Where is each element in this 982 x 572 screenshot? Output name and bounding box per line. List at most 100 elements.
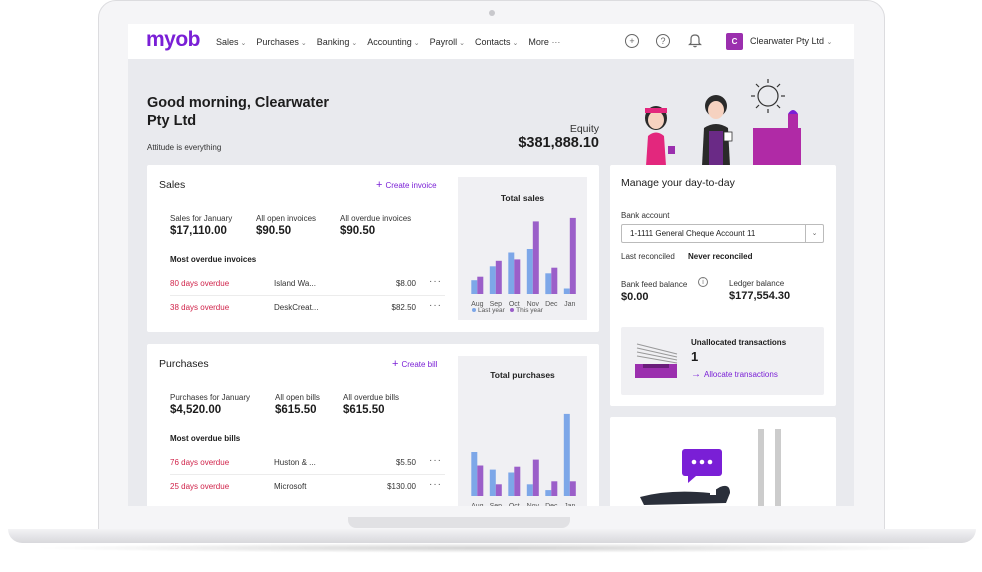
bar-nov-this-year[interactable]: [532, 459, 539, 496]
chevron-down-icon: ⌄: [459, 39, 465, 47]
overdue-status[interactable]: 38 days overdue: [170, 303, 230, 312]
bar-nov-last-year[interactable]: [526, 249, 533, 294]
menu-contacts[interactable]: Contacts ⌄: [475, 37, 518, 47]
menu-more[interactable]: More ···: [528, 37, 560, 47]
stat-label: Purchases for January: [170, 393, 251, 402]
plus-icon: +: [392, 358, 399, 370]
overdue-status[interactable]: 80 days overdue: [170, 279, 230, 288]
menu-banking[interactable]: Banking ⌄: [317, 37, 357, 47]
stat-value[interactable]: $615.50: [275, 404, 317, 416]
x-tick-label: Sep: [490, 503, 503, 506]
amount: $82.50: [391, 303, 416, 312]
company-switcher[interactable]: Clearwater Pty Ltd ⌄: [750, 36, 832, 46]
menu-accounting-label: Accounting: [367, 36, 412, 47]
more-dots-icon: ···: [551, 36, 561, 47]
allocate-transactions-link[interactable]: → Allocate transactions: [691, 369, 778, 380]
x-tick-label: Dec: [545, 301, 558, 308]
bar-jan-last-year[interactable]: [563, 413, 570, 496]
unallocated-label: Unallocated transactions: [691, 338, 787, 347]
menu-payroll[interactable]: Payroll ⌄: [430, 37, 465, 47]
bar-sep-this-year[interactable]: [495, 260, 502, 294]
bar-oct-last-year[interactable]: [508, 472, 515, 497]
menu-more-label: More: [528, 36, 549, 47]
laptop-base: [8, 529, 976, 543]
menu-payroll-label: Payroll: [429, 36, 458, 47]
bell-icon[interactable]: [688, 33, 702, 48]
bar-dec-last-year[interactable]: [545, 490, 552, 496]
bar-jan-this-year[interactable]: [569, 481, 576, 496]
bar-dec-last-year[interactable]: [545, 273, 552, 295]
main-menu: Sales ⌄ Purchases ⌄ Banking ⌄ Accounting ⌄ P…: [216, 24, 570, 59]
total-purchases-chart: Total purchases Aug Sep Oct Nov Dec Jan: [458, 356, 587, 506]
menu-banking-label: Banking: [316, 36, 350, 47]
chevron-down-icon: ⌄: [413, 39, 420, 47]
cafe-illustration: [645, 79, 801, 166]
chevron-down-icon: ⌄: [351, 39, 358, 47]
company-name-label: Clearwater Pty Ltd: [750, 36, 825, 46]
stat-value[interactable]: $4,520.00: [170, 404, 222, 416]
overdue-status[interactable]: 76 days overdue: [170, 458, 230, 467]
legend-this-year: This year: [516, 307, 543, 314]
bar-oct-this-year[interactable]: [514, 259, 521, 294]
legend-last-year: Last year: [478, 307, 505, 314]
stat-label: All overdue invoices: [340, 214, 412, 223]
chevron-down-icon[interactable]: ⌄: [805, 225, 823, 242]
create-bill-link[interactable]: + Create bill: [392, 358, 437, 370]
stat-value[interactable]: $17,110.00: [170, 225, 227, 237]
bar-aug-last-year[interactable]: [471, 452, 478, 496]
row-menu-icon[interactable]: ···: [429, 455, 442, 466]
bar-oct-this-year[interactable]: [514, 466, 521, 496]
stat-value[interactable]: $615.50: [343, 404, 385, 416]
myob-logo[interactable]: myob: [146, 28, 201, 51]
stat-label: All open invoices: [256, 214, 317, 223]
row-divider: [170, 295, 445, 296]
chevron-down-icon: ⌄: [512, 39, 519, 47]
overdue-status[interactable]: 25 days overdue: [170, 482, 230, 491]
bar-jan-this-year[interactable]: [569, 217, 576, 294]
bar-jan-last-year[interactable]: [563, 288, 570, 295]
laptop-shadow: [30, 543, 954, 553]
bar-oct-last-year[interactable]: [508, 252, 515, 295]
row-menu-icon[interactable]: ···: [429, 479, 442, 490]
info-icon[interactable]: i: [698, 277, 708, 287]
help-icon[interactable]: ?: [656, 34, 670, 48]
menu-sales[interactable]: Sales ⌄: [216, 37, 246, 47]
add-icon[interactable]: +: [625, 34, 639, 48]
bar-dec-this-year[interactable]: [551, 481, 558, 496]
chart-title: Total purchases: [490, 370, 555, 380]
x-tick-label: Nov: [527, 503, 540, 506]
promo-card: [610, 417, 836, 506]
bar-aug-this-year[interactable]: [477, 465, 484, 497]
row-menu-icon[interactable]: ···: [429, 276, 442, 287]
bar-nov-last-year[interactable]: [526, 484, 533, 496]
menu-purchases[interactable]: Purchases ⌄: [256, 37, 306, 47]
bar-dec-this-year[interactable]: [551, 267, 558, 294]
company-avatar[interactable]: C: [726, 33, 743, 50]
menu-accounting[interactable]: Accounting ⌄: [367, 37, 419, 47]
arrow-right-icon: →: [691, 369, 701, 380]
bar-sep-last-year[interactable]: [489, 469, 496, 496]
stat-label: All open bills: [275, 393, 320, 402]
row-menu-icon[interactable]: ···: [429, 300, 442, 311]
stat-value[interactable]: $90.50: [340, 225, 376, 237]
top-nav: myob Sales ⌄ Purchases ⌄ Banking ⌄ Accounti…: [128, 24, 854, 59]
chevron-down-icon: ⌄: [240, 39, 247, 47]
bank-account-select[interactable]: 1-1111 General Cheque Account 11 ⌄: [621, 224, 824, 243]
stat-value[interactable]: $90.50: [256, 225, 292, 237]
chart-plot: Aug Sep Oct Nov Dec Jan: [471, 413, 576, 506]
create-invoice-link[interactable]: + Create invoice: [376, 179, 437, 191]
bar-aug-last-year[interactable]: [471, 280, 478, 294]
ledger-label: Ledger balance: [729, 279, 785, 288]
legend-swatch-last-year: [472, 308, 476, 313]
manage-card: Manage your day-to-day Bank account 1-11…: [610, 165, 836, 406]
customer-name: DeskCreat...: [274, 303, 319, 312]
bar-sep-this-year[interactable]: [495, 484, 502, 496]
bank-feed-label: Bank feed balance: [621, 280, 688, 289]
bar-sep-last-year[interactable]: [489, 266, 496, 294]
last-reconciled-label: Last reconciled: [621, 252, 675, 261]
chart-title: Total sales: [500, 193, 545, 203]
create-invoice-label: Create invoice: [385, 181, 437, 190]
chevron-down-icon: ⌄: [826, 39, 833, 46]
bar-nov-this-year[interactable]: [532, 221, 539, 294]
bar-aug-this-year[interactable]: [477, 276, 484, 294]
